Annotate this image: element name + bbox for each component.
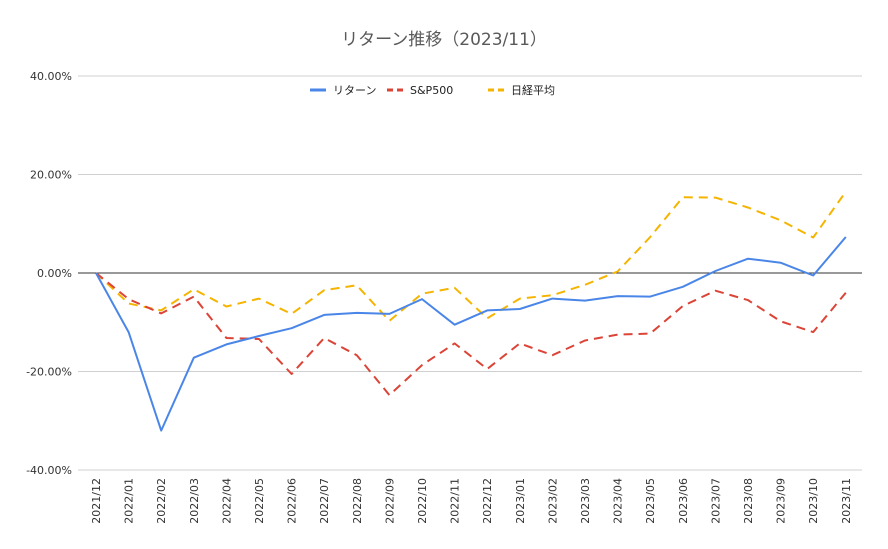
x-tick-label: 2022/04 <box>220 478 233 524</box>
x-tick-label: 2022/08 <box>351 478 364 524</box>
x-tick-label: 2022/09 <box>383 478 396 524</box>
x-tick-label: 2022/12 <box>481 478 494 524</box>
legend-label: S&P500 <box>410 84 453 97</box>
series-lines <box>95 191 847 432</box>
legend-label: 日経平均 <box>511 84 555 97</box>
y-tick-label: 0.00% <box>37 267 72 280</box>
series-line-0 <box>95 236 847 432</box>
x-tick-label: 2022/01 <box>123 478 136 524</box>
legend-label: リターン <box>333 84 376 97</box>
x-tick-label: 2023/05 <box>644 478 657 524</box>
gridlines <box>78 75 862 471</box>
x-tick-label: 2022/07 <box>318 478 331 524</box>
x-tick-label: 2022/03 <box>188 478 201 524</box>
x-tick-label: 2022/10 <box>416 478 429 524</box>
x-tick-label: 2022/02 <box>155 478 168 524</box>
x-tick-label: 2023/10 <box>807 478 820 524</box>
x-tick-label: 2022/11 <box>449 478 462 524</box>
x-tick-label: 2023/06 <box>677 478 690 524</box>
x-tick-label: 2023/01 <box>514 478 527 524</box>
x-tick-label: 2022/05 <box>253 478 266 524</box>
x-axis-ticks: 2021/12 2022/01 2022/02 2022/03 2022/04 2022/… <box>90 478 853 524</box>
series-line-1 <box>95 272 847 397</box>
x-tick-label: 2023/03 <box>579 478 592 524</box>
series-line-2 <box>95 191 847 322</box>
x-tick-label: 2023/11 <box>840 478 853 524</box>
x-tick-label: 2023/07 <box>709 478 722 524</box>
legend: リターン S&P500 日経平均 <box>310 84 555 97</box>
x-tick-label: 2023/08 <box>742 478 755 524</box>
x-tick-label: 2023/04 <box>612 478 625 524</box>
x-tick-label: 2023/09 <box>775 478 788 524</box>
y-tick-label: 20.00% <box>30 169 72 182</box>
x-tick-label: 2022/06 <box>286 478 299 524</box>
y-axis-ticks: 40.00% 20.00% 0.00% -20.00% -40.00% <box>26 70 72 477</box>
x-tick-label: 2021/12 <box>90 478 103 524</box>
y-tick-label: -20.00% <box>26 366 72 379</box>
x-tick-label: 2023/02 <box>546 478 559 524</box>
chart-title: リターン推移（2023/11） <box>341 30 547 50</box>
y-tick-label: 40.00% <box>30 70 72 83</box>
y-tick-label: -40.00% <box>26 464 72 477</box>
